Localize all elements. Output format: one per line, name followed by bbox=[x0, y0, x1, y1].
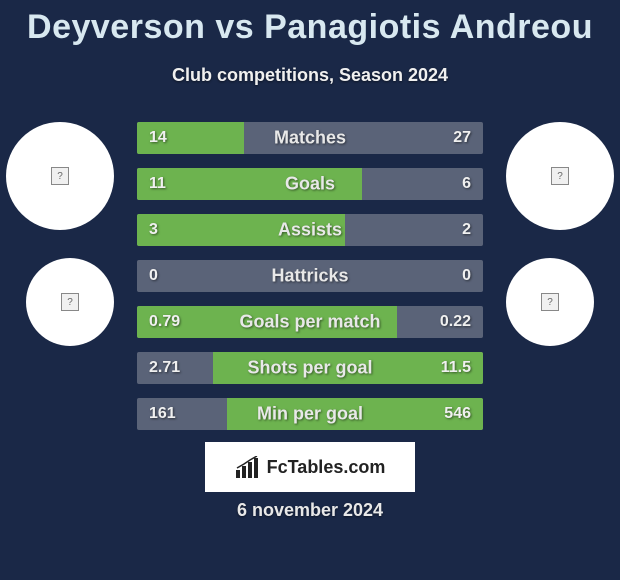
stat-label: Assists bbox=[137, 220, 483, 241]
stat-value-right: 27 bbox=[453, 129, 471, 147]
stat-value-right: 6 bbox=[462, 175, 471, 193]
stat-row: 2.71Shots per goal11.5 bbox=[137, 352, 483, 384]
player1-photo: ? bbox=[6, 122, 114, 230]
stat-value-right: 2 bbox=[462, 221, 471, 239]
stat-row: 14Matches27 bbox=[137, 122, 483, 154]
subtitle: Club competitions, Season 2024 bbox=[0, 65, 620, 86]
stat-label: Matches bbox=[137, 128, 483, 149]
player2-club: ? bbox=[506, 258, 594, 346]
fctables-logo: FcTables.com bbox=[205, 442, 415, 492]
stat-label: Goals bbox=[137, 174, 483, 195]
stat-row: 0.79Goals per match0.22 bbox=[137, 306, 483, 338]
stat-value-right: 0.22 bbox=[440, 313, 471, 331]
stat-value-right: 0 bbox=[462, 267, 471, 285]
stats-bars: 14Matches2711Goals63Assists20Hattricks00… bbox=[137, 122, 483, 444]
stat-value-right: 546 bbox=[444, 405, 471, 423]
image-placeholder-icon: ? bbox=[541, 293, 559, 311]
stat-label: Shots per goal bbox=[137, 358, 483, 379]
player2-photo: ? bbox=[506, 122, 614, 230]
page-title: Deyverson vs Panagiotis Andreou bbox=[0, 0, 620, 47]
stat-row: 161Min per goal546 bbox=[137, 398, 483, 430]
chart-icon bbox=[235, 456, 261, 478]
stat-row: 0Hattricks0 bbox=[137, 260, 483, 292]
stat-value-right: 11.5 bbox=[441, 359, 471, 377]
image-placeholder-icon: ? bbox=[551, 167, 569, 185]
stat-row: 3Assists2 bbox=[137, 214, 483, 246]
stat-label: Hattricks bbox=[137, 266, 483, 287]
image-placeholder-icon: ? bbox=[51, 167, 69, 185]
stat-label: Min per goal bbox=[137, 404, 483, 425]
date-text: 6 november 2024 bbox=[0, 500, 620, 521]
stat-row: 11Goals6 bbox=[137, 168, 483, 200]
player1-club: ? bbox=[26, 258, 114, 346]
image-placeholder-icon: ? bbox=[61, 293, 79, 311]
stat-label: Goals per match bbox=[137, 312, 483, 333]
logo-text: FcTables.com bbox=[267, 457, 386, 478]
